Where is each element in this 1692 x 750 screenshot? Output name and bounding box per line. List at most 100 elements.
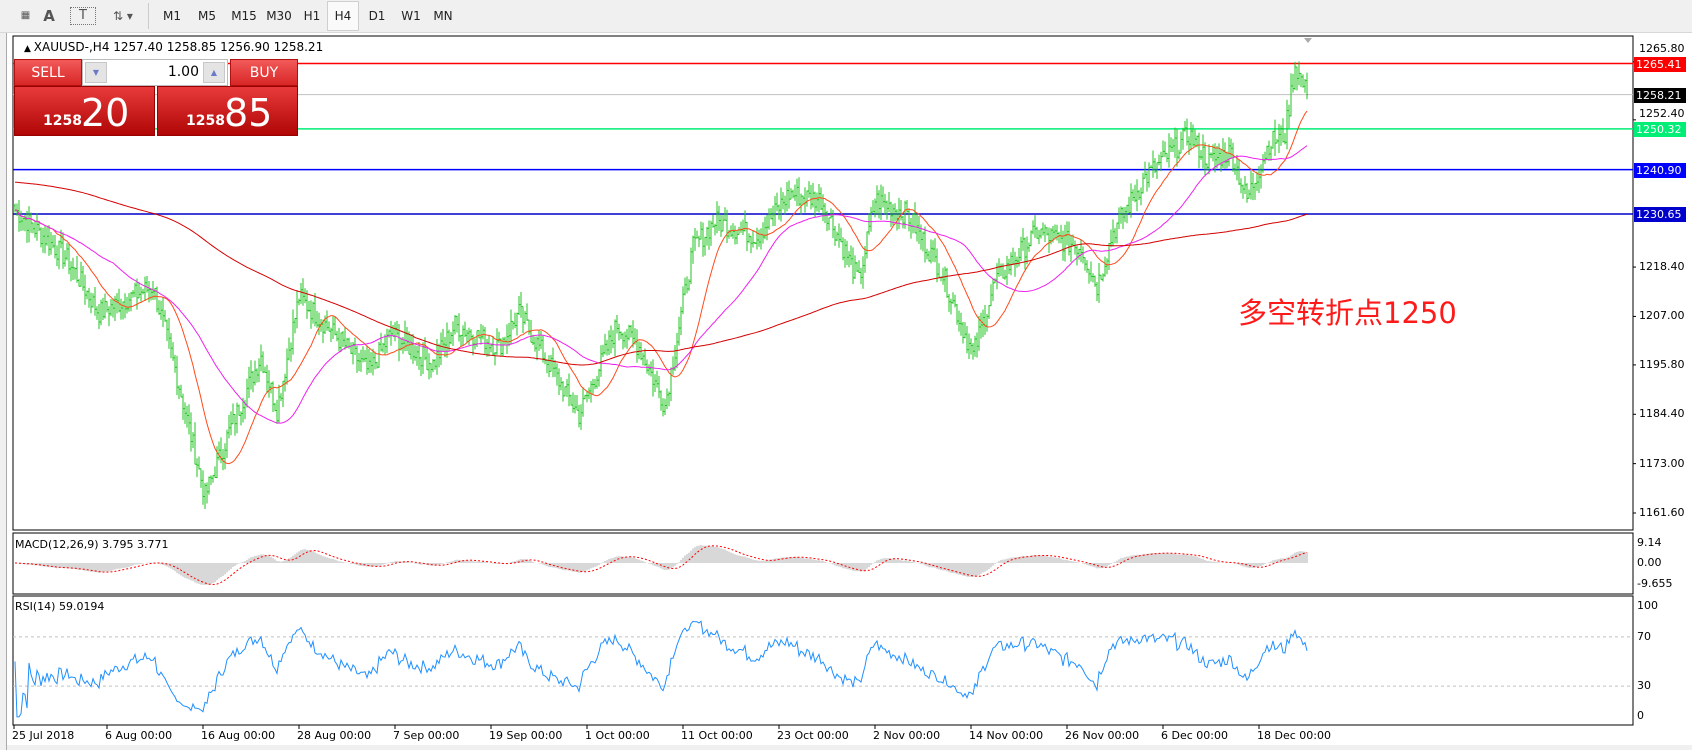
price-bar: [680, 306, 682, 335]
price-bar: [1220, 149, 1222, 172]
price-bar: [882, 186, 884, 208]
price-bar: [1256, 171, 1258, 192]
time-axis-label: 16 Aug 00:00: [201, 729, 276, 742]
price-bar: [160, 300, 162, 320]
price-bar: [536, 336, 538, 361]
price-bar: [644, 348, 646, 367]
timeframe-w1[interactable]: W1: [401, 9, 421, 23]
timeframe-m5[interactable]: M5: [198, 9, 216, 23]
price-bar: [856, 261, 858, 272]
price-bar: [120, 298, 122, 320]
macd-signal-line: [15, 545, 1308, 586]
lot-input[interactable]: 1.00: [167, 64, 199, 80]
price-bar: [704, 236, 706, 256]
grid-f-icon[interactable]: ▦: [20, 10, 30, 21]
price-bar: [820, 187, 822, 210]
timeframe-h1[interactable]: H1: [303, 9, 321, 23]
price-bar: [206, 482, 208, 504]
price-bar: [980, 312, 982, 339]
buy-button[interactable]: BUY: [230, 59, 298, 86]
price-bar: [952, 292, 954, 304]
rsi-axis-label: 0: [1637, 709, 1644, 722]
price-bar: [286, 348, 288, 385]
price-bar: [894, 203, 896, 222]
price-bar: [560, 377, 562, 391]
price-bar: [278, 384, 280, 423]
price-bar: [218, 441, 220, 461]
price-bar: [182, 393, 184, 420]
time-axis-label: 19 Sep 00:00: [489, 729, 563, 742]
price-bar: [834, 226, 836, 246]
price-bar: [1290, 73, 1292, 117]
price-bar: [974, 335, 976, 357]
price-bar: [1198, 132, 1200, 169]
price-bar: [876, 185, 878, 215]
price-bar: [368, 348, 370, 373]
price-bar: [1070, 235, 1072, 263]
price-bar: [622, 332, 624, 350]
price-bar: [1062, 230, 1064, 261]
collapse-triangle-icon[interactable]: ▲: [24, 44, 34, 54]
price-bar: [334, 316, 336, 336]
price-bar: [342, 331, 344, 347]
price-bar: [70, 261, 72, 282]
price-bar: [1278, 123, 1280, 154]
price-bar: [702, 222, 704, 257]
timeframe-m30[interactable]: M30: [266, 9, 292, 23]
price-bar: [678, 316, 680, 346]
lot-decrease-icon[interactable]: ▼: [85, 62, 107, 83]
timeframe-h4[interactable]: H4: [327, 1, 359, 31]
price-bar: [1008, 258, 1010, 275]
timeframe-m15[interactable]: M15: [231, 9, 257, 23]
price-bar: [734, 225, 736, 245]
price-bar: [868, 213, 870, 235]
price-bar: [196, 458, 198, 478]
price-bar: [648, 364, 650, 376]
price-bar: [642, 352, 644, 366]
time-axis-label: 14 Nov 00:00: [969, 729, 1044, 742]
timeframe-d1[interactable]: D1: [368, 9, 386, 23]
price-bar: [1086, 260, 1088, 273]
price-bar: [416, 345, 418, 366]
price-bar: [874, 198, 876, 218]
price-bar: [726, 209, 728, 243]
price-bar: [754, 241, 756, 245]
price-bar: [522, 306, 524, 334]
price-bar: [1068, 221, 1070, 256]
price-bar: [662, 398, 664, 417]
arrows-icon[interactable]: ⇅ ▾: [113, 9, 133, 23]
price-axis-label: 1173.00: [1639, 456, 1685, 470]
price-bar: [922, 231, 924, 252]
price-bar: [758, 229, 760, 247]
price-bar: [114, 295, 116, 321]
price-bar: [98, 304, 100, 330]
lot-increase-icon[interactable]: ▲: [203, 62, 225, 83]
price-bar: [496, 328, 498, 355]
price-bar: [800, 193, 802, 215]
price-bar: [440, 332, 442, 366]
price-bar: [784, 195, 786, 215]
price-bar: [436, 338, 438, 375]
price-bar: [1124, 206, 1126, 223]
price-bar: [854, 255, 856, 280]
price-bar: [72, 257, 74, 280]
sell-button[interactable]: SELL: [14, 59, 82, 86]
rsi-axis-label: 70: [1637, 630, 1651, 643]
timeframe-m1[interactable]: M1: [163, 9, 181, 23]
price-bar: [1206, 163, 1208, 171]
buy-price-button[interactable]: 1258 85: [157, 86, 298, 136]
price-bar: [688, 279, 690, 291]
price-bar: [166, 319, 168, 342]
price-bar: [878, 190, 880, 219]
text-icon[interactable]: A: [43, 7, 55, 25]
sell-price-button[interactable]: 1258 20: [14, 86, 155, 136]
price-bar: [246, 378, 248, 408]
timeframe-mn[interactable]: MN: [433, 9, 453, 23]
text-label-icon[interactable]: T: [70, 7, 96, 25]
price-bar: [884, 193, 886, 215]
price-bar: [1282, 118, 1284, 143]
lot-stepper[interactable]: ▼ 1.00 ▲: [82, 59, 228, 86]
price-bar: [372, 348, 374, 376]
rsi-line: [14, 620, 1308, 718]
price-bar: [30, 212, 32, 233]
